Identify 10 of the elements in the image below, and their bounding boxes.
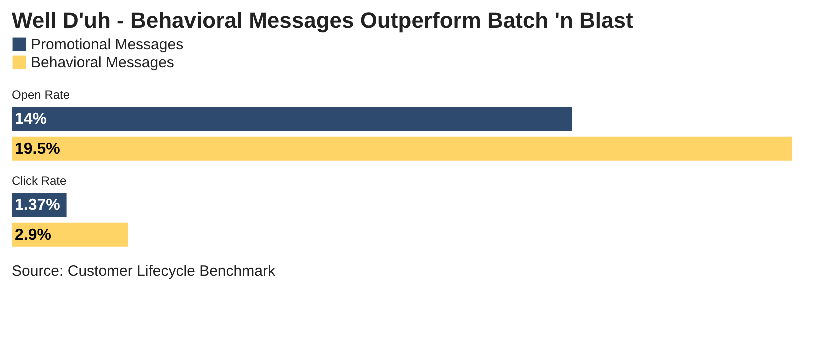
source-note: Source: Customer Lifecycle Benchmark: [12, 263, 276, 280]
data-label: 1.37%: [15, 197, 60, 214]
data-label: 19.5%: [15, 140, 60, 158]
y-tick-label: Click Rate: [12, 174, 68, 188]
chart-title: Well D'uh - Behavioral Messages Outperform Batch 'n Blast: [12, 8, 634, 33]
data-label: 14%: [15, 111, 48, 128]
legend-label: Promotional Messages: [31, 36, 184, 54]
legend-label: Behavioral Messages: [31, 54, 174, 72]
y-tick-label: Open Rate: [12, 88, 70, 102]
data-label: 2.9%: [15, 226, 52, 244]
